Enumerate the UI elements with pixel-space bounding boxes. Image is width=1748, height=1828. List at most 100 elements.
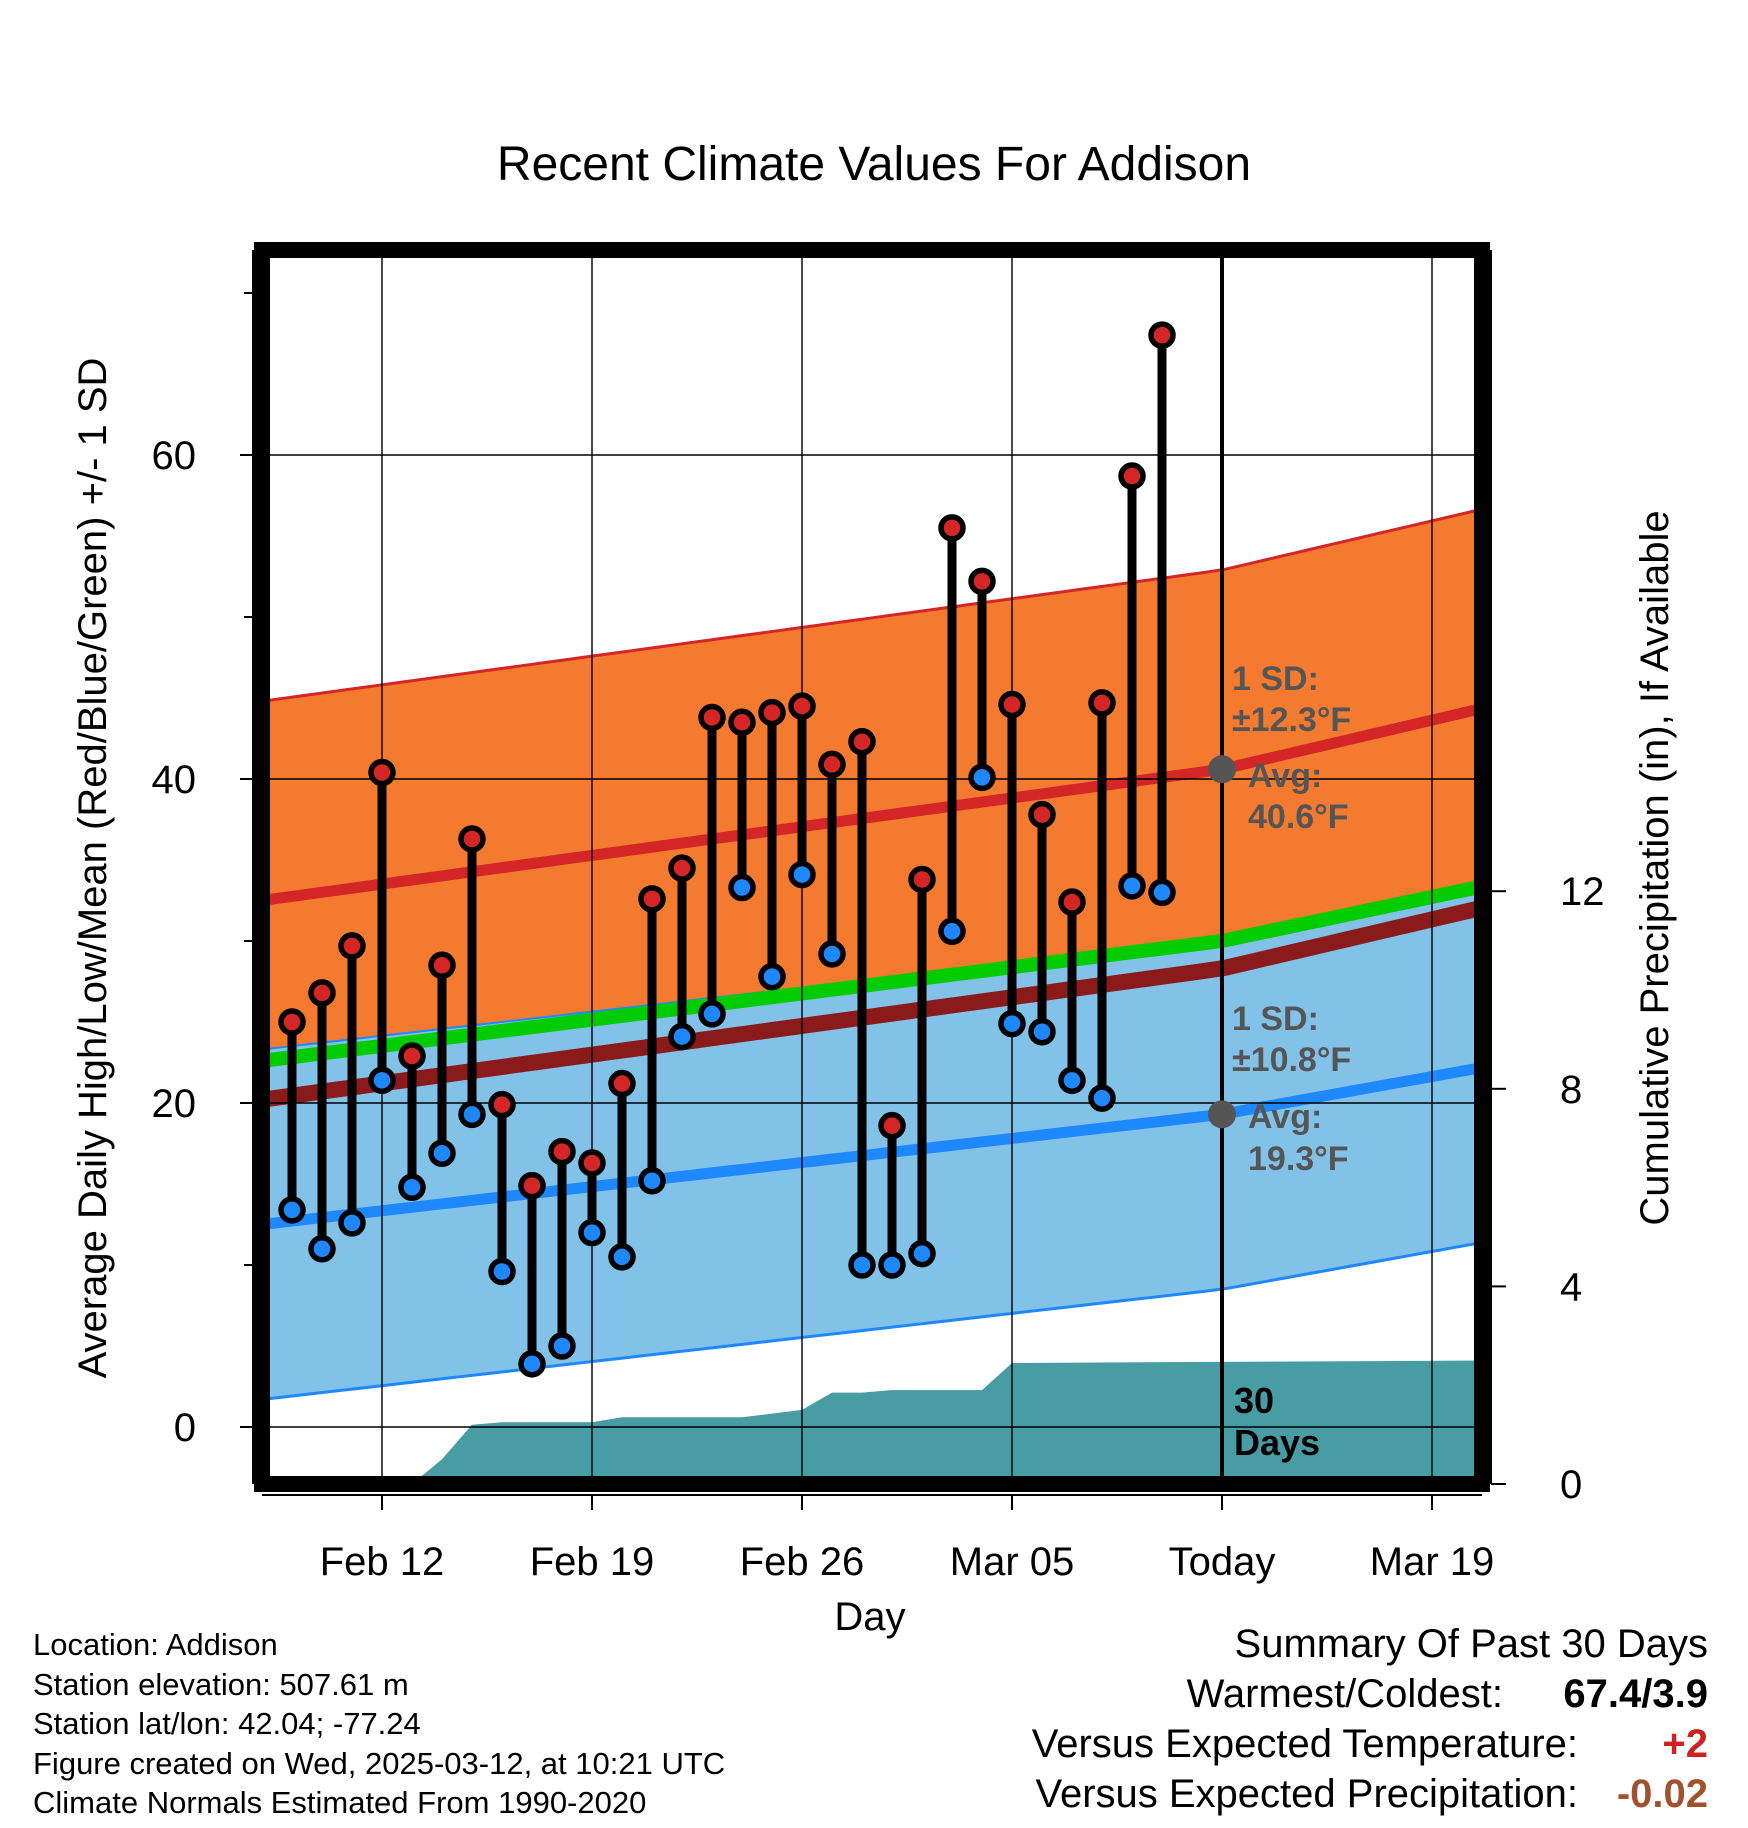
obs-high-point: [698, 703, 726, 732]
obs-high-point: [1118, 462, 1146, 490]
obs-low-point: [308, 1235, 336, 1263]
obs-high-point: [548, 1137, 576, 1166]
obs-high-point: [998, 690, 1026, 719]
obs-high-point: [638, 885, 666, 913]
obs-high-point: [728, 708, 756, 737]
obs-low-point: [908, 1239, 936, 1268]
obs-low-point: [1148, 878, 1176, 907]
low-avg-value: 19.3°F: [1248, 1140, 1349, 1178]
obs-low-point: [278, 1196, 306, 1224]
warm-cold-label: Warmest/Coldest:: [1186, 1672, 1503, 1716]
obs-low-point: [338, 1209, 366, 1237]
high-sd-label: 1 SD:: [1232, 660, 1319, 698]
x-tick-label: Feb 26: [740, 1540, 865, 1584]
warm-cold-value: 67.4/3.9: [1563, 1672, 1708, 1716]
obs-high-point: [368, 758, 396, 787]
plot-area: [262, 250, 1482, 1484]
y2-tick-label: 0: [1560, 1463, 1582, 1507]
warm-cold-row: Warmest/Coldest: 67.4/3.9: [1187, 1672, 1708, 1722]
chart-title: Recent Climate Values For Addison: [496, 138, 1252, 191]
days-label-line1: 30: [1234, 1380, 1274, 1421]
precip-vs-expected-label: Versus Expected Precipitation:: [1035, 1772, 1578, 1816]
y-tick-label: 60: [152, 434, 197, 478]
low-sd-value: ±10.8°F: [1232, 1041, 1351, 1079]
band-overlap-line: [262, 899, 1482, 1108]
latlon-text: Station lat/lon: 42.04; -77.24: [33, 1706, 421, 1741]
obs-high-point: [488, 1090, 516, 1119]
obs-low-point: [788, 860, 816, 889]
obs-low-point: [368, 1066, 396, 1095]
obs-high-point: [578, 1149, 606, 1177]
x-tick-label: Feb 19: [530, 1540, 655, 1584]
today-high-normal-dot: [1208, 755, 1236, 784]
obs-low-point: [1028, 1017, 1056, 1046]
obs-low-point: [728, 873, 756, 902]
low-sd-label: 1 SD:: [1232, 1000, 1319, 1038]
obs-high-point: [1028, 800, 1056, 829]
obs-high-point: [878, 1111, 906, 1140]
obs-low-point: [608, 1243, 636, 1271]
elevation-text: Station elevation: 507.61 m: [33, 1666, 409, 1702]
high-upper-edge: [262, 507, 1482, 703]
temp-vs-expected-label: Versus Expected Temperature:: [1031, 1722, 1578, 1766]
x-tick-label: Feb 12: [320, 1540, 445, 1584]
obs-high-point: [458, 825, 486, 853]
location-text: Location: Addison: [33, 1627, 278, 1662]
high-sd-value: ±12.3°F: [1232, 701, 1351, 739]
obs-high-point: [668, 854, 696, 882]
normal-high-line: [262, 702, 1482, 906]
obs-low-point: [488, 1257, 516, 1286]
plot-frame: [254, 242, 1490, 1492]
obs-high-point: [278, 1008, 306, 1036]
obs-low-point: [818, 940, 846, 968]
temp-vs-expected-value: +2: [1662, 1722, 1708, 1766]
obs-high-point: [398, 1042, 426, 1070]
obs-high-point: [338, 932, 366, 960]
obs-high-point: [1148, 321, 1176, 349]
obs-high-point: [608, 1069, 636, 1098]
obs-low-point: [638, 1167, 666, 1195]
obs-low-point: [548, 1332, 576, 1360]
high-avg-label: Avg:: [1248, 757, 1322, 795]
obs-low-point: [998, 1009, 1026, 1038]
today-low-normal-dot: [1208, 1100, 1236, 1129]
y2-axis-title: Cumulative Precipitation (in), If Availa…: [1633, 510, 1677, 1225]
obs-low-point: [1118, 872, 1146, 900]
days-label-line2: Days: [1234, 1422, 1320, 1463]
summary-panel: Summary Of Past 30 Days Warmest/Coldest:…: [1032, 1622, 1708, 1822]
y-tick-label: 40: [152, 758, 197, 802]
obs-high-point: [1058, 888, 1086, 916]
obs-high-point: [758, 698, 786, 727]
obs-high-point: [818, 750, 846, 779]
summary-heading: Summary Of Past 30 Days: [1234, 1622, 1708, 1666]
obs-high-point: [938, 514, 966, 542]
normal-mean-line: [262, 879, 1482, 1068]
precip-area: [412, 1360, 1482, 1484]
station-info: Location: Addison Station elevation: 507…: [33, 1625, 725, 1823]
y-tick-label: 0: [174, 1406, 196, 1450]
obs-high-point: [848, 727, 876, 756]
obs-low-point: [698, 1000, 726, 1028]
precip-vs-expected-row: Versus Expected Precipitation: -0.02: [1035, 1772, 1708, 1822]
obs-high-point: [968, 567, 996, 596]
obs-low-point: [518, 1350, 546, 1378]
obs-high-point: [428, 951, 456, 980]
obs-low-point: [758, 962, 786, 991]
y2-tick-label: 4: [1560, 1265, 1582, 1309]
obs-low-point: [578, 1218, 606, 1247]
obs-low-point: [668, 1022, 696, 1051]
y2-tick-label: 8: [1560, 1068, 1582, 1112]
obs-low-point: [398, 1173, 426, 1201]
obs-high-point: [308, 979, 336, 1007]
obs-low-point: [1058, 1066, 1086, 1095]
normals-text: Climate Normals Estimated From 1990-2020: [33, 1785, 647, 1820]
y-tick-label: 20: [152, 1082, 197, 1126]
obs-low-point: [428, 1139, 456, 1167]
obs-low-point: [1088, 1084, 1116, 1112]
obs-high-point: [518, 1171, 546, 1200]
obs-high-point: [1088, 689, 1116, 717]
obs-low-point: [938, 917, 966, 946]
x-tick-label: Mar 05: [950, 1540, 1075, 1584]
temp-vs-expected-row: Versus Expected Temperature: +2: [1032, 1722, 1708, 1772]
low-lower-edge: [262, 1240, 1482, 1401]
